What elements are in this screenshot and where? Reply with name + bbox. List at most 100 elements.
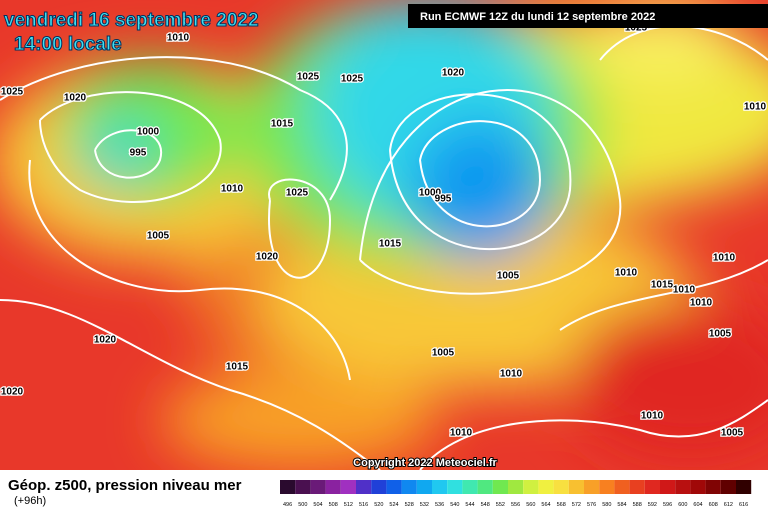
scale-swatch	[538, 480, 554, 494]
scale-swatch	[280, 480, 296, 494]
isobar-label: 995	[435, 194, 452, 205]
scale-label: 600	[678, 502, 687, 508]
scale-label: 548	[481, 502, 490, 508]
scale-swatch	[492, 480, 508, 494]
scale-swatch	[401, 480, 417, 494]
scale-swatch	[325, 480, 341, 494]
scale-label: 568	[557, 502, 566, 508]
isobar-label: 1015	[651, 280, 674, 291]
scale-label: 556	[511, 502, 520, 508]
isobar-label: 1000	[137, 127, 160, 138]
scale-swatch	[523, 480, 539, 494]
scale-label: 592	[648, 502, 657, 508]
scale-swatch	[599, 480, 615, 494]
isobar-label: 1025	[1, 87, 24, 98]
scale-swatch	[644, 480, 660, 494]
isobar-label: 1000	[419, 188, 442, 199]
isobar-label: 995	[130, 148, 147, 159]
scale-label: 588	[633, 502, 642, 508]
scale-label: 564	[541, 502, 550, 508]
isobar-label: 1020	[442, 68, 465, 79]
isobar-label: 1020	[94, 335, 117, 346]
scale-label: 572	[572, 502, 581, 508]
scale-label: 552	[496, 502, 505, 508]
scale-label: 616	[739, 502, 748, 508]
footer-title: Géop. z500, pression niveau mer	[8, 477, 242, 494]
isobar-label: 1010	[673, 285, 696, 296]
scale-label: 596	[663, 502, 672, 508]
scale-swatch	[371, 480, 387, 494]
scale-swatch	[720, 480, 736, 494]
isobar-label: 1005	[709, 329, 732, 340]
footer-lead: (+96h)	[14, 495, 46, 507]
scale-swatch	[432, 480, 448, 494]
scale-swatch	[675, 480, 691, 494]
scale-label: 608	[709, 502, 718, 508]
isobar-label: 1020	[256, 252, 279, 263]
scale-swatch	[295, 480, 311, 494]
scale-swatch	[356, 480, 372, 494]
scale-label: 540	[450, 502, 459, 508]
scale-swatch	[462, 480, 478, 494]
scale-label: 496	[283, 502, 292, 508]
map-date: vendredi 16 septembre 2022	[4, 10, 259, 31]
isobars	[0, 25, 768, 471]
scale-swatch	[447, 480, 463, 494]
scale-label: 524	[389, 502, 398, 508]
isobar-label: 1005	[721, 428, 744, 439]
scale-swatch	[310, 480, 326, 494]
isobar-label: 1010	[615, 268, 638, 279]
scale-label: 576	[587, 502, 596, 508]
scale-label: 536	[435, 502, 444, 508]
scale-swatch	[508, 480, 524, 494]
copyright: Copyright 2022 Meteociel.fr	[353, 457, 497, 469]
scale-swatch	[660, 480, 676, 494]
scale-label: 516	[359, 502, 368, 508]
run-box	[408, 4, 768, 28]
isobar-label: 1005	[497, 271, 520, 282]
scale-swatch	[553, 480, 569, 494]
isobar-label: 1010	[690, 298, 713, 309]
isobar-label: 1010	[744, 102, 767, 113]
isobar-label: 1015	[226, 362, 249, 373]
scale-label: 560	[526, 502, 535, 508]
scale-label: 612	[724, 502, 733, 508]
scale-swatch	[477, 480, 493, 494]
scale-swatch	[386, 480, 402, 494]
scale-swatch	[736, 480, 752, 494]
isobar-label: 1005	[432, 348, 455, 359]
isobar-label: 1020	[64, 93, 87, 104]
isobar-label: 1025	[286, 188, 309, 199]
isobar-label: 1010	[641, 411, 664, 422]
scale-label: 544	[465, 502, 474, 508]
isobar-label: 1015	[379, 239, 402, 250]
scale-swatch	[690, 480, 706, 494]
scale-swatch	[568, 480, 584, 494]
scale-label: 508	[329, 502, 338, 508]
scale-label: 520	[374, 502, 383, 508]
background-field	[0, 0, 768, 470]
isobar-label: 1025	[297, 72, 320, 83]
scale-label: 584	[617, 502, 626, 508]
scale-swatch	[416, 480, 432, 494]
isobar-label: 1005	[147, 231, 170, 242]
isobar-label: 1010	[167, 33, 190, 44]
scale-label: 504	[313, 502, 322, 508]
scale-label: 512	[344, 502, 353, 508]
isobar-label: 1015	[271, 119, 294, 130]
isobar-label: 1025	[341, 74, 364, 85]
isobar-label: 1010	[713, 253, 736, 264]
scale-swatch	[340, 480, 356, 494]
scale-swatch	[629, 480, 645, 494]
scale-label: 604	[693, 502, 702, 508]
isobar-label: 1010	[450, 428, 473, 439]
run-info: Run ECMWF 12Z du lundi 12 septembre 2022	[420, 11, 655, 23]
scale-label: 580	[602, 502, 611, 508]
isobar-label: 1010	[500, 369, 523, 380]
scale-label: 532	[420, 502, 429, 508]
scale-label: 528	[405, 502, 414, 508]
scale-swatch	[705, 480, 721, 494]
isobar-label: 1020	[1, 387, 24, 398]
isobar-label: 1010	[221, 184, 244, 195]
